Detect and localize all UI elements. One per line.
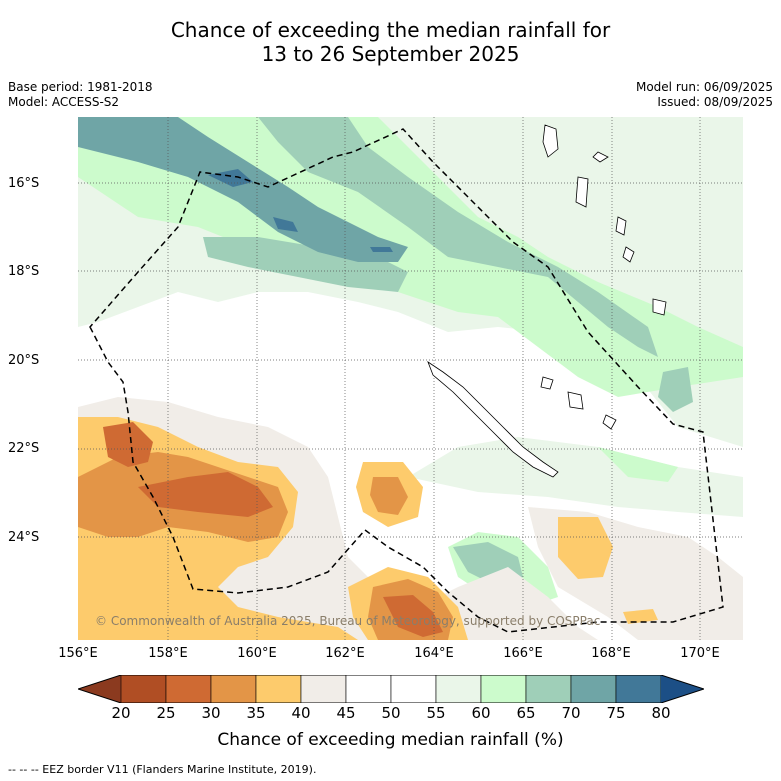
meta-right: Model run: 06/09/2025 Issued: 08/09/2025 (636, 80, 773, 110)
colorbar-cell (480, 675, 527, 703)
colorbar-cell (615, 675, 662, 703)
colorbar-cells (120, 675, 662, 703)
zone-35-40-se (623, 609, 658, 624)
vanuatu-island-f (652, 298, 667, 316)
colorbar-tick-label: 60 (471, 704, 491, 722)
colorbar-extend-high (661, 675, 704, 703)
zone-35-40-east (558, 517, 613, 579)
map-svg (78, 117, 743, 640)
zone-25-30-a (103, 422, 153, 467)
meta-left: Base period: 1981-2018 Model: ACCESS-S2 (8, 80, 153, 110)
colorbar-tick-label: 40 (291, 704, 311, 722)
colorbar-tick-label: 50 (381, 704, 401, 722)
zone-70-75 (78, 117, 408, 262)
colorbar-cell (525, 675, 572, 703)
base-period: Base period: 1981-2018 (8, 80, 153, 94)
colorbar-tick-label: 30 (201, 704, 221, 722)
colorbar-tick-label: 70 (561, 704, 581, 722)
zone-75-80-a (208, 169, 253, 187)
lon-label-164e: 164°E (414, 646, 454, 661)
vanuatu-island-c (575, 176, 589, 208)
colorbar-cell (570, 675, 617, 703)
zone-65-70-east (658, 367, 693, 412)
zone-60-65-east (598, 447, 678, 482)
model-name: Model: ACCESS-S2 (8, 95, 120, 109)
lat-label-18s: 18°S (8, 264, 40, 279)
lon-label-168e: 168°E (591, 646, 631, 661)
loyalty-island-a (540, 376, 554, 390)
loyalty-island-b (567, 391, 584, 410)
map-title: Chance of exceeding the median rainfall … (0, 18, 781, 66)
zone-25-30-c (383, 595, 443, 637)
colorbar-extend-low (78, 675, 121, 703)
copyright-notice: © Commonwealth of Australia 2025, Bureau… (95, 614, 601, 628)
colorbar-tick-label: 65 (516, 704, 536, 722)
title-line-2: 13 to 26 September 2025 (261, 42, 520, 66)
zone-75-80-c (370, 247, 393, 252)
zone-25-30-b (138, 472, 273, 517)
lon-label-158e: 158°E (148, 646, 188, 661)
colorbar-cell (390, 675, 437, 703)
graticule (78, 117, 743, 640)
colorbar-tick-label: 20 (111, 704, 131, 722)
colorbar-tick-label: 80 (651, 704, 671, 722)
lon-label-156e: 156°E (58, 646, 98, 661)
new-caledonia-island (427, 360, 559, 478)
lat-label-20s: 20°S (8, 353, 40, 368)
colorbar-label: Chance of exceeding median rainfall (%) (217, 730, 564, 750)
colorbar-cell (435, 675, 482, 703)
lon-label-162e: 162°E (325, 646, 365, 661)
title-line-1: Chance of exceeding the median rainfall … (170, 18, 611, 42)
loyalty-island-c (602, 414, 617, 430)
eez-footnote: -- -- -- EEZ border V11 (Flanders Marine… (8, 763, 317, 776)
lat-label-22s: 22°S (8, 441, 40, 456)
zone-65-70 (78, 117, 658, 357)
lon-label-160e: 160°E (237, 646, 277, 661)
colorbar-cell (345, 675, 392, 703)
colorbar-tick-label: 35 (246, 704, 266, 722)
issued-date: Issued: 08/09/2025 (657, 95, 773, 109)
lon-label-166e: 166°E (503, 646, 543, 661)
colorbar-cell (255, 675, 302, 703)
vanuatu-island-e (622, 246, 635, 263)
colorbar (78, 675, 704, 703)
zone-55-60-east (408, 437, 743, 517)
model-run: Model run: 06/09/2025 (635, 80, 773, 94)
colorbar-tick-label: 25 (156, 704, 176, 722)
colorbar-cell (120, 675, 167, 703)
zone-30-35-patch (370, 477, 408, 515)
zone-75-80-b (273, 217, 298, 232)
colorbar-tick-label: 55 (426, 704, 446, 722)
vanuatu-island-d (615, 216, 627, 236)
colorbar-tick-label: 45 (336, 704, 356, 722)
zone-65-70-band (203, 237, 408, 292)
lon-label-170e: 170°E (680, 646, 720, 661)
lat-label-16s: 16°S (8, 176, 40, 191)
colorbar-cell (210, 675, 257, 703)
lat-label-24s: 24°S (8, 530, 40, 545)
eez-border (89, 128, 724, 633)
vanuatu-island-a (542, 124, 559, 158)
colorbar-cell (300, 675, 347, 703)
rainfall-map (78, 117, 743, 640)
colorbar-cell (165, 675, 212, 703)
vanuatu-island-b (592, 151, 609, 163)
colorbar-tick-label: 75 (606, 704, 626, 722)
